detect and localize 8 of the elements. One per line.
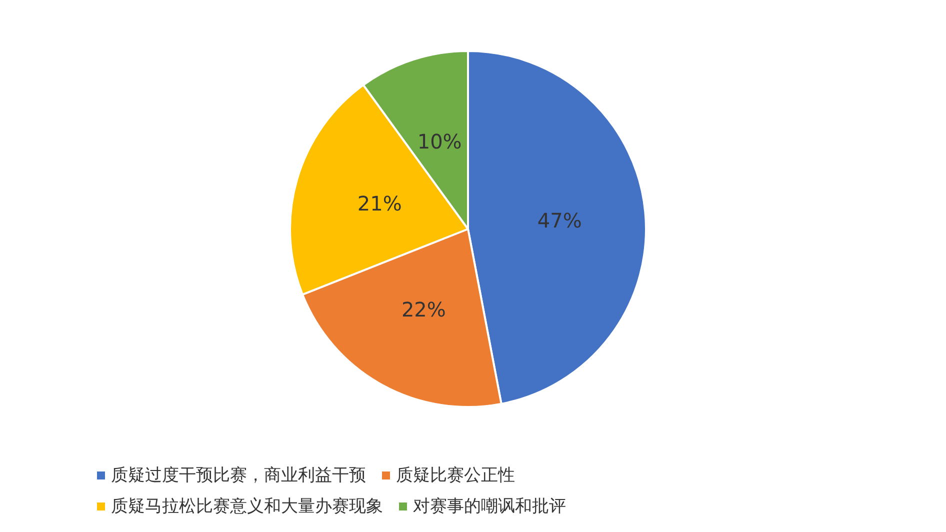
data-label: 10% [417, 130, 462, 154]
legend-label: 质疑过度干预比赛，商业利益干预 [111, 466, 366, 486]
data-label: 21% [357, 191, 402, 216]
data-label: 22% [401, 298, 446, 322]
legend-label: 质疑比赛公正性 [396, 466, 515, 486]
legend-label: 质疑马拉松比赛意义和大量办赛现象 [111, 496, 383, 516]
legend-label: 对赛事的嘲讽和批评 [413, 496, 566, 516]
data-label: 47% [537, 208, 582, 232]
